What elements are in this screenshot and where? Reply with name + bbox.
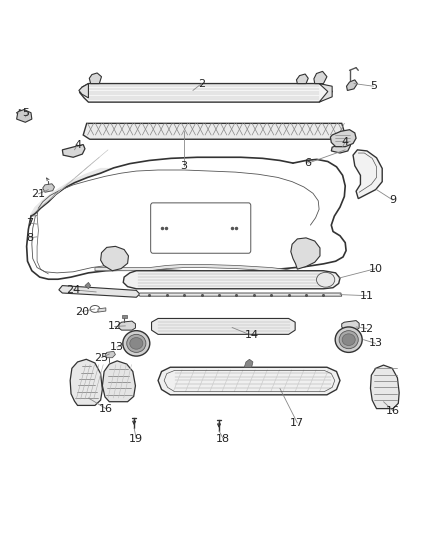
- Ellipse shape: [339, 330, 358, 349]
- Ellipse shape: [123, 330, 150, 356]
- Polygon shape: [62, 144, 85, 157]
- Polygon shape: [105, 351, 116, 358]
- Text: 25: 25: [95, 353, 109, 362]
- Text: 2: 2: [198, 78, 205, 88]
- Text: 19: 19: [129, 434, 143, 444]
- FancyArrowPatch shape: [133, 421, 135, 424]
- Ellipse shape: [317, 272, 335, 287]
- Polygon shape: [314, 71, 327, 84]
- Polygon shape: [139, 293, 342, 296]
- Ellipse shape: [212, 324, 217, 328]
- Ellipse shape: [243, 324, 248, 328]
- Ellipse shape: [281, 324, 286, 328]
- Text: 7: 7: [26, 218, 33, 228]
- Text: 14: 14: [244, 330, 259, 341]
- FancyArrowPatch shape: [47, 178, 49, 181]
- Polygon shape: [119, 321, 135, 330]
- Polygon shape: [30, 168, 114, 216]
- Polygon shape: [83, 123, 345, 139]
- Ellipse shape: [186, 324, 191, 328]
- Polygon shape: [342, 320, 359, 330]
- Ellipse shape: [350, 323, 357, 328]
- Text: 12: 12: [360, 324, 374, 334]
- Polygon shape: [79, 84, 88, 98]
- Text: 21: 21: [32, 189, 46, 199]
- Polygon shape: [346, 80, 357, 91]
- Text: 18: 18: [216, 434, 230, 444]
- Polygon shape: [98, 308, 106, 312]
- Polygon shape: [331, 142, 350, 153]
- Text: 4: 4: [74, 140, 81, 150]
- Polygon shape: [123, 271, 340, 289]
- Ellipse shape: [335, 327, 362, 352]
- Text: 13: 13: [369, 338, 383, 349]
- Ellipse shape: [127, 334, 146, 352]
- Text: 16: 16: [99, 403, 113, 414]
- Text: 8: 8: [26, 233, 33, 243]
- Polygon shape: [89, 73, 102, 84]
- Polygon shape: [85, 282, 91, 289]
- Polygon shape: [17, 110, 32, 122]
- Text: 5: 5: [370, 81, 377, 91]
- Text: 4: 4: [342, 137, 349, 147]
- Text: 11: 11: [360, 290, 374, 301]
- Polygon shape: [43, 184, 54, 192]
- Text: 16: 16: [386, 406, 400, 416]
- Ellipse shape: [169, 324, 174, 328]
- Polygon shape: [291, 238, 320, 269]
- Text: 3: 3: [181, 161, 187, 171]
- Text: 12: 12: [107, 321, 122, 332]
- Polygon shape: [244, 359, 253, 367]
- Text: 10: 10: [369, 264, 383, 273]
- Polygon shape: [59, 286, 140, 297]
- Text: 24: 24: [66, 285, 80, 295]
- Ellipse shape: [268, 324, 273, 328]
- Text: 5: 5: [22, 108, 29, 118]
- Polygon shape: [70, 359, 102, 406]
- Polygon shape: [95, 264, 297, 274]
- Text: 17: 17: [290, 418, 304, 428]
- Polygon shape: [121, 316, 127, 318]
- Text: 13: 13: [110, 342, 124, 352]
- Polygon shape: [158, 367, 340, 395]
- Text: 6: 6: [305, 158, 312, 168]
- Polygon shape: [353, 150, 382, 199]
- Polygon shape: [297, 74, 308, 84]
- Polygon shape: [101, 246, 128, 271]
- Polygon shape: [152, 318, 295, 334]
- Polygon shape: [80, 84, 332, 102]
- Polygon shape: [319, 84, 332, 102]
- Polygon shape: [102, 361, 135, 402]
- FancyArrowPatch shape: [218, 423, 220, 427]
- Polygon shape: [330, 130, 356, 147]
- Polygon shape: [371, 365, 399, 409]
- Ellipse shape: [130, 337, 143, 349]
- Ellipse shape: [342, 334, 355, 345]
- Text: 20: 20: [75, 306, 89, 317]
- Text: 9: 9: [389, 195, 397, 205]
